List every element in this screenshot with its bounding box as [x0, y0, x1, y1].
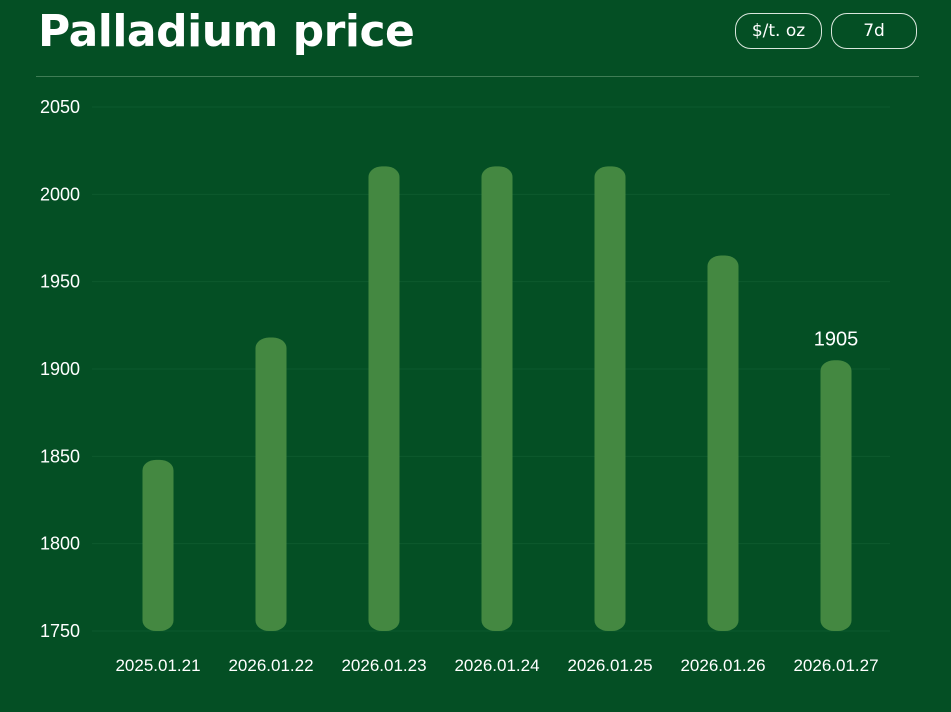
bar-2026.01.25[interactable] — [594, 166, 626, 632]
x-tick-label: 2026.01.26 — [680, 656, 765, 675]
header-divider — [36, 76, 919, 77]
bar-2026.01.23[interactable] — [368, 166, 400, 632]
bar-2026.01.27[interactable] — [820, 360, 852, 631]
y-tick-label: 1950 — [40, 272, 80, 292]
bar-2026.01.24[interactable] — [481, 166, 513, 632]
page-title: Palladium price — [38, 6, 415, 57]
x-tick-label: 2026.01.23 — [341, 656, 426, 675]
range-toggle-button[interactable]: 7d — [831, 13, 917, 49]
unit-toggle-button[interactable]: $/t. oz — [735, 13, 822, 49]
bar-2025.01.21[interactable] — [142, 459, 174, 631]
bar-2026.01.26[interactable] — [707, 255, 739, 631]
x-tick-label: 2026.01.25 — [567, 656, 652, 675]
y-tick-label: 2050 — [40, 97, 80, 117]
y-tick-label: 2000 — [40, 184, 80, 204]
bar-2026.01.22[interactable] — [255, 337, 287, 631]
y-tick-label: 1900 — [40, 359, 80, 379]
y-tick-label: 1850 — [40, 446, 80, 466]
y-tick-label: 1800 — [40, 534, 80, 554]
x-tick-label: 2026.01.22 — [228, 656, 313, 675]
y-tick-label: 1750 — [40, 621, 80, 641]
x-tick-label: 2025.01.21 — [115, 656, 200, 675]
x-tick-label: 2026.01.24 — [454, 656, 539, 675]
bar-value-label: 1905 — [814, 328, 859, 350]
x-tick-label: 2026.01.27 — [793, 656, 878, 675]
